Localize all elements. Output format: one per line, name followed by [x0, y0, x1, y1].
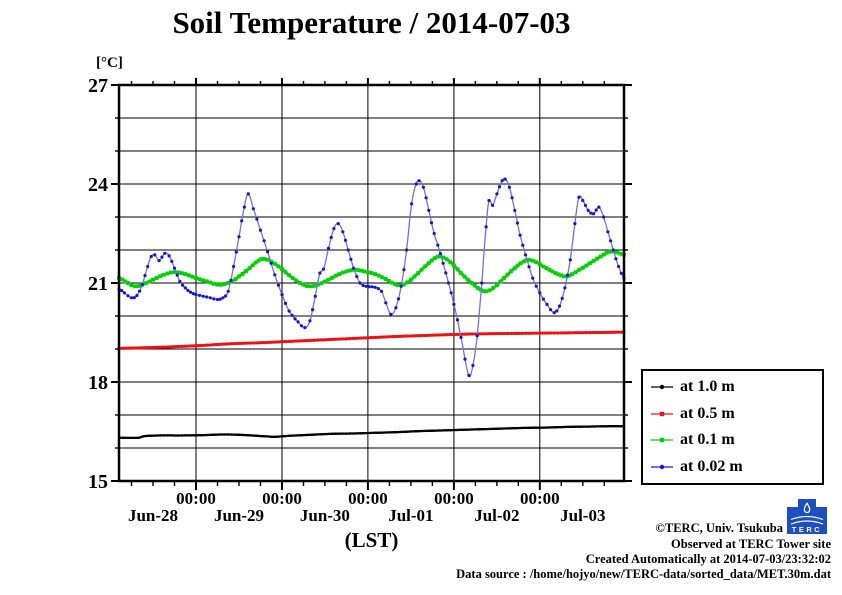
chart-title: Soil Temperature / 2014-07-03 [172, 5, 571, 40]
x-tick-time-label: 00:00 [262, 489, 302, 508]
water-drop-icon [803, 502, 811, 514]
data-source-text: Data source : /home/hojyo/new/TERC-data/… [456, 567, 831, 581]
observed-at-text: Observed at TERC Tower site [671, 537, 831, 551]
x-tick-date-label: Jun-29 [214, 506, 264, 525]
axes-frame [111, 78, 632, 490]
y-tick-label: 21 [88, 273, 108, 295]
legend-box: at 1.0 m at 0.5 m at 0.1 m at 0.02 m [641, 369, 824, 485]
x-tick-date-label: Jun-30 [300, 506, 350, 525]
legend-marker-icon [651, 438, 673, 443]
created-at-text: Created Automatically at 2014-07-03/23:3… [585, 552, 831, 566]
legend-label: at 0.1 m [680, 431, 735, 449]
terc-logo-text: TERC [792, 525, 822, 534]
series-at-0-1-m [117, 249, 626, 294]
x-tick-date-label: Jun-28 [128, 506, 178, 525]
y-tick-label: 18 [88, 372, 108, 394]
y-tick-label: 15 [88, 471, 108, 493]
legend-label: at 0.5 m [680, 404, 735, 422]
x-tick-date-label: Jul-01 [388, 506, 433, 525]
x-tick-time-label: 00:00 [348, 489, 388, 508]
legend-label: at 1.0 m [680, 378, 735, 396]
legend-item-at-0-02-m: at 0.02 m [650, 455, 822, 479]
credit-text: ©TERC, Univ. Tsukuba [655, 521, 783, 535]
legend-marker-icon [651, 385, 673, 390]
y-tick-label: 27 [88, 75, 108, 97]
x-tick-date-label: Jul-02 [474, 506, 519, 525]
series-at-1-0-m [117, 425, 626, 440]
legend-marker-icon [651, 411, 673, 416]
x-axis-title: (LST) [345, 528, 399, 552]
series-at-0-02-m [117, 177, 626, 378]
terc-logo: TERC [787, 499, 827, 534]
legend-label: at 0.02 m [680, 457, 743, 475]
series-at-0-5-m [117, 330, 626, 350]
gridlines [119, 85, 624, 481]
legend-item-at-1-0-m: at 1.0 m [650, 375, 822, 399]
x-tick-time-label: 00:00 [520, 489, 560, 508]
legend-marker-icon [651, 464, 673, 469]
y-axis-unit-label: [°C] [96, 55, 123, 71]
x-tick-time-label: 00:00 [176, 489, 216, 508]
y-tick-label: 24 [88, 174, 108, 196]
wave-arc-icon [790, 520, 824, 525]
x-tick-time-label: 00:00 [434, 489, 474, 508]
x-tick-date-label: Jul-03 [560, 506, 605, 525]
legend-item-at-0-1-m: at 0.1 m [650, 428, 822, 452]
legend-item-at-0-5-m: at 0.5 m [650, 402, 822, 426]
wave-arc-icon [790, 515, 824, 521]
